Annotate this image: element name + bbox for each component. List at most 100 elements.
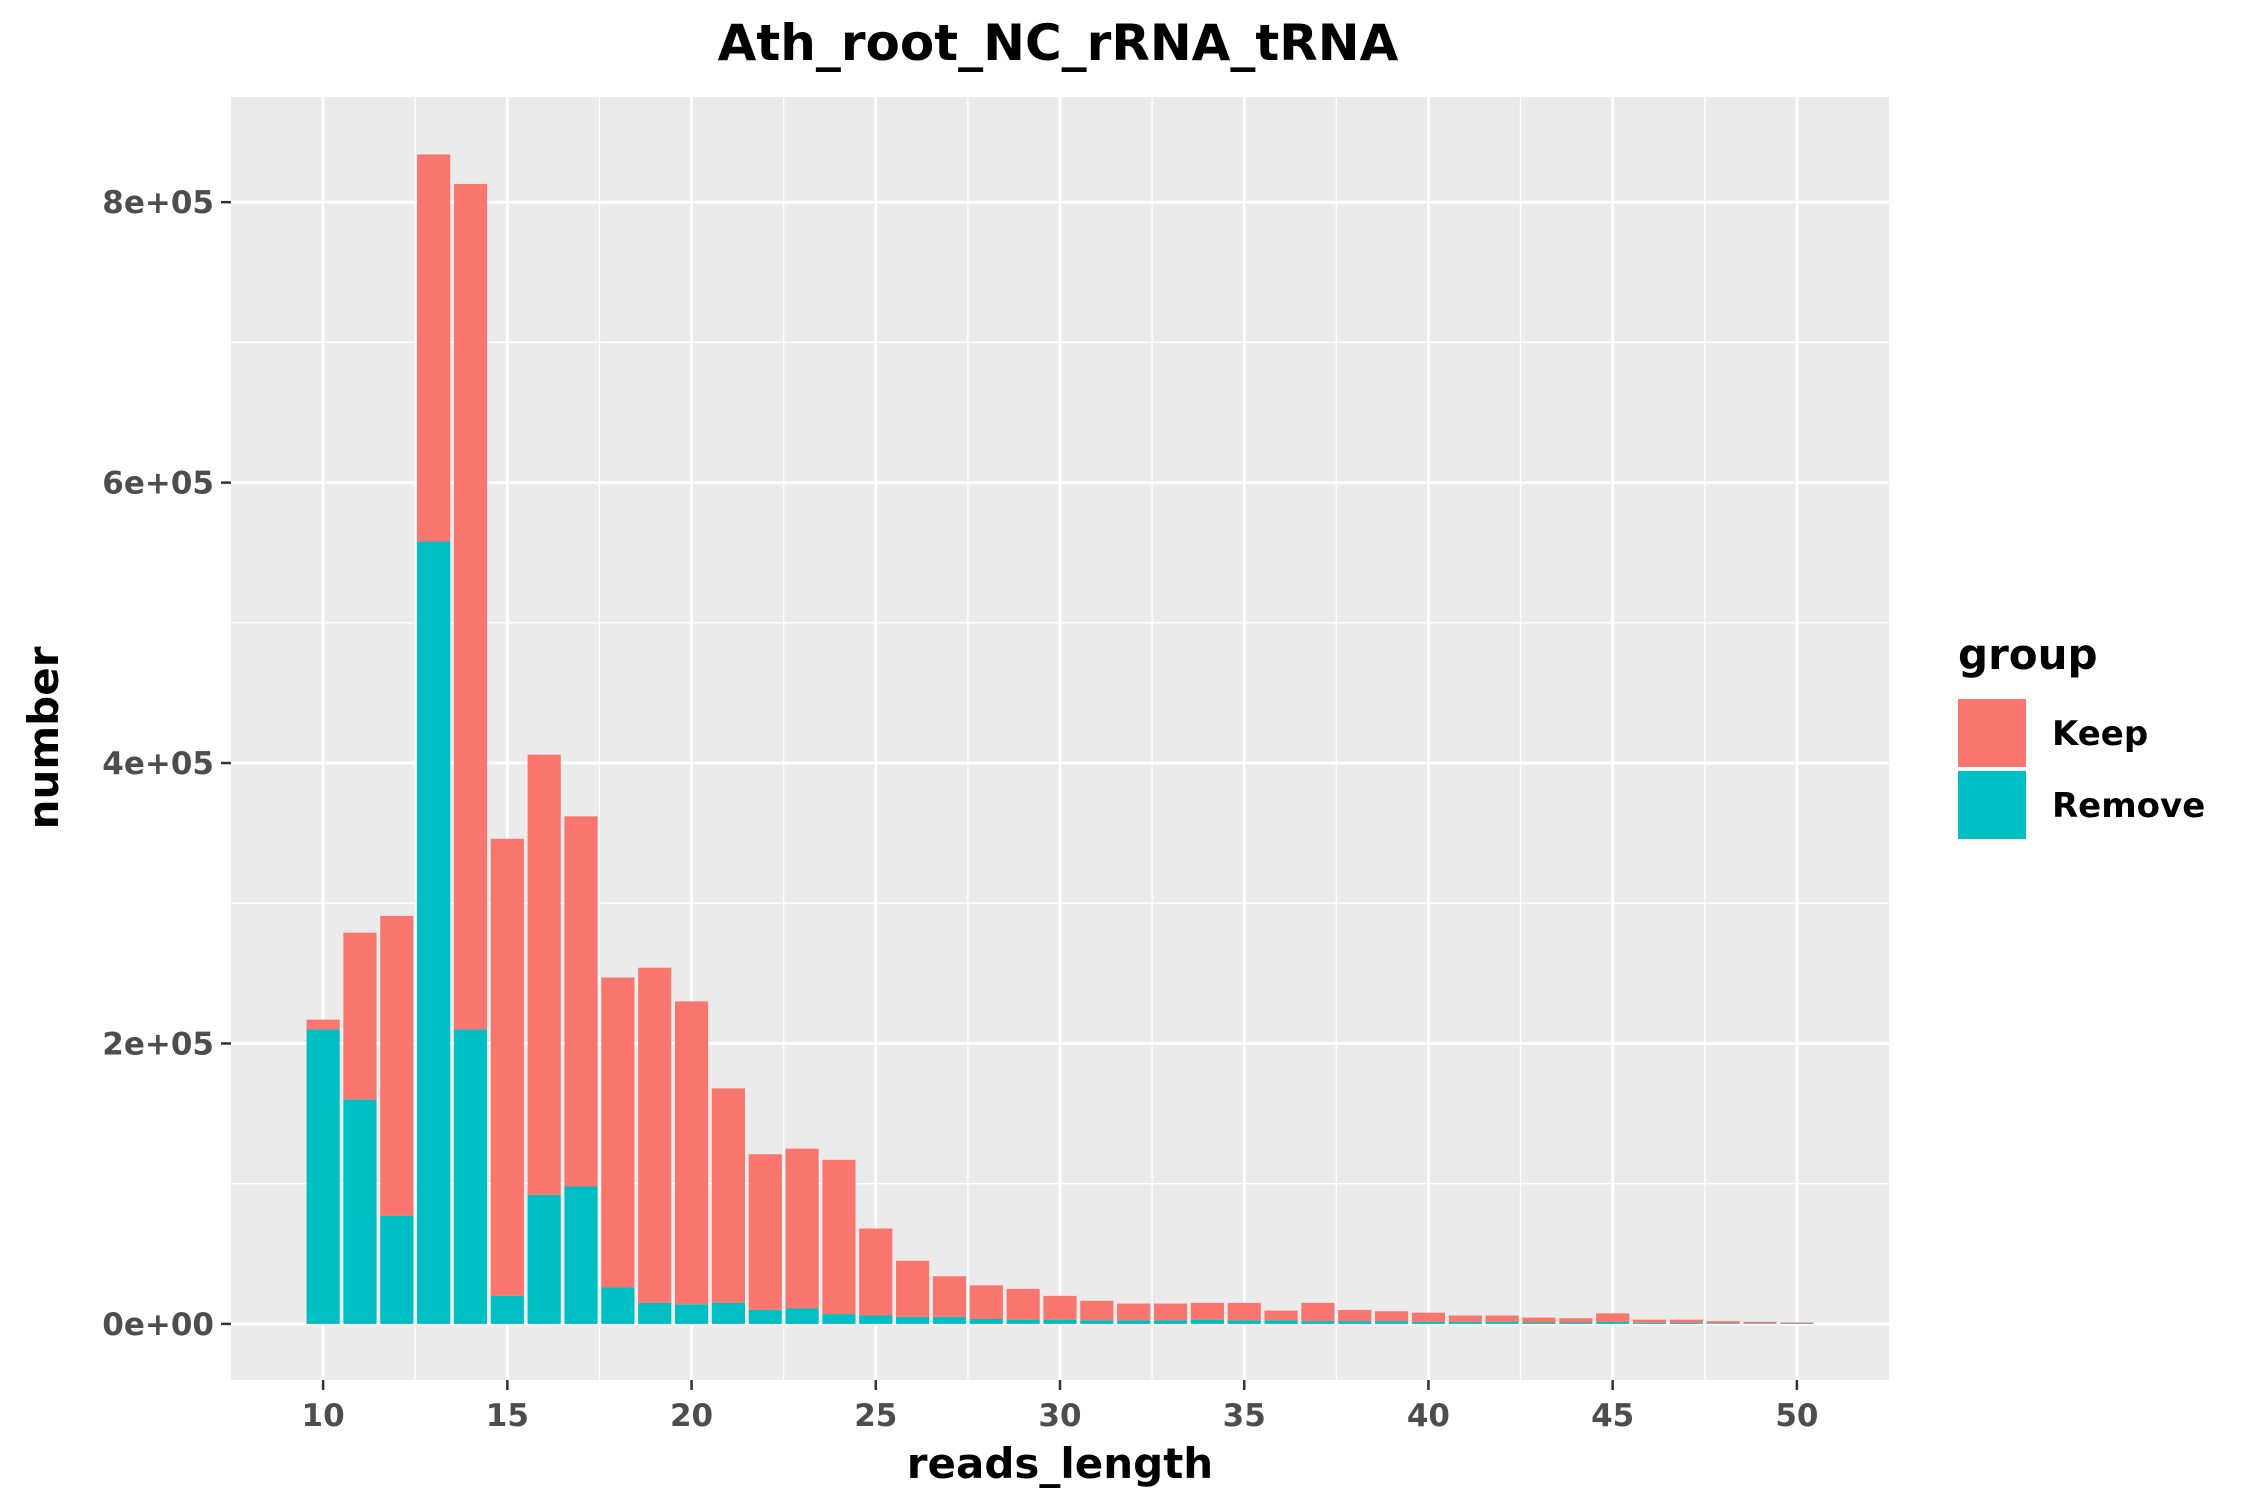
bar-keep [306,1019,340,1030]
bar-keep [343,932,377,1100]
bars [306,154,1814,1324]
bar-keep [453,183,488,1030]
bar-keep [932,1276,967,1317]
bar-remove [601,1287,635,1324]
x-tick-label: 45 [1591,1398,1634,1434]
y-tick-label: 2e+05 [102,1026,214,1062]
bar-keep [674,1001,709,1305]
x-tick-label: 30 [1038,1398,1081,1434]
bar-keep [380,915,414,1216]
legend-title: group [1958,630,2098,679]
bar-remove [1006,1319,1040,1324]
bar-remove [969,1319,1003,1324]
x-tick-label: 40 [1407,1398,1450,1434]
bar-remove [417,541,451,1324]
bar-keep [1448,1315,1482,1322]
bar-keep [1117,1303,1151,1321]
bar-remove [1080,1320,1114,1324]
bar-remove [1743,1323,1777,1324]
bar-keep [1338,1309,1372,1322]
x-tick-label: 25 [854,1398,897,1434]
x-axis: 10 15 20 25 30 35 40 45 50 [302,1380,1818,1434]
bar-keep [1006,1288,1040,1320]
bar-remove [1190,1319,1224,1324]
bar-keep [417,154,451,542]
bar-keep [1743,1321,1777,1324]
bar-remove [1596,1321,1630,1324]
legend-items: Keep Remove [1958,699,2205,839]
x-tick-label: 20 [670,1398,713,1434]
bar-remove [453,1029,488,1324]
x-axis-title: reads_length [907,1439,1213,1488]
bar-remove [896,1316,930,1324]
bar-remove [564,1186,598,1324]
bar-keep [1080,1300,1114,1321]
y-tick-label: 4e+05 [102,746,214,782]
legend-label-keep: Keep [2052,714,2148,754]
bar-keep [785,1148,819,1309]
bar-keep [1375,1311,1409,1322]
bar-remove [1411,1321,1446,1324]
x-tick-label: 15 [486,1398,529,1434]
bar-keep [638,967,672,1303]
bar-remove [343,1099,377,1324]
legend-label-remove: Remove [2052,786,2205,826]
bar-remove [1227,1320,1261,1324]
bar-remove [1632,1322,1667,1324]
bar-keep [1632,1319,1667,1323]
y-axis: 0e+00 2e+05 4e+05 6e+05 8e+05 [102,185,231,1343]
bar-remove [1559,1322,1593,1324]
bar-remove [1522,1322,1556,1324]
bar-remove [748,1309,782,1324]
bar-keep [1264,1310,1298,1321]
bar-keep [1596,1313,1630,1322]
bar-remove [306,1029,340,1324]
bar-remove [527,1194,561,1324]
bar-remove [674,1304,709,1324]
y-tick-label: 6e+05 [102,466,214,502]
bar-remove [822,1314,856,1324]
bar-remove [1485,1321,1519,1324]
legend-swatch-remove [1958,771,2026,839]
bar-keep [564,816,598,1187]
bar-remove [932,1316,967,1324]
bar-remove [490,1295,524,1324]
bar-keep [896,1260,930,1317]
bar-remove [859,1315,893,1324]
chart-title: Ath_root_NC_rRNA_tRNA [718,14,1399,72]
bar-remove [785,1308,819,1324]
bar-keep [1190,1302,1224,1320]
bar-keep [601,977,635,1288]
bar-remove [1043,1319,1077,1324]
x-tick-label: 10 [302,1398,345,1434]
bar-remove [1706,1323,1740,1324]
bar-keep [748,1154,782,1310]
legend-swatch-keep [1958,699,2026,767]
bar-keep [1227,1302,1261,1321]
bar-remove [1669,1322,1703,1324]
bar-keep [1043,1295,1077,1320]
bar-keep [1706,1321,1740,1324]
bar-remove [1264,1320,1298,1324]
y-tick-label: 0e+00 [102,1307,214,1343]
bar-keep [1559,1318,1593,1323]
x-tick-label: 35 [1223,1398,1266,1434]
bar-keep [1485,1315,1519,1322]
bar-keep [1669,1319,1703,1323]
bar-remove [1153,1320,1188,1324]
y-axis-title: number [19,646,68,829]
bar-remove [638,1302,672,1324]
legend: group Keep Remove [1958,630,2205,839]
bar-remove [1375,1321,1409,1324]
bar-keep [490,838,524,1296]
bar-remove [1338,1321,1372,1324]
bar-keep [1411,1312,1446,1322]
bar-remove [711,1302,745,1324]
bar-remove [1448,1321,1482,1324]
bar-keep [969,1285,1003,1320]
bar-keep [711,1088,745,1303]
bar-keep [822,1159,856,1315]
bar-keep [859,1228,893,1316]
bar-keep [1522,1317,1556,1323]
